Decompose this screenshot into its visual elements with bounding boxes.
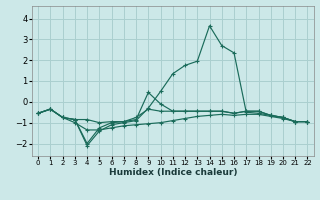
X-axis label: Humidex (Indice chaleur): Humidex (Indice chaleur) <box>108 168 237 177</box>
